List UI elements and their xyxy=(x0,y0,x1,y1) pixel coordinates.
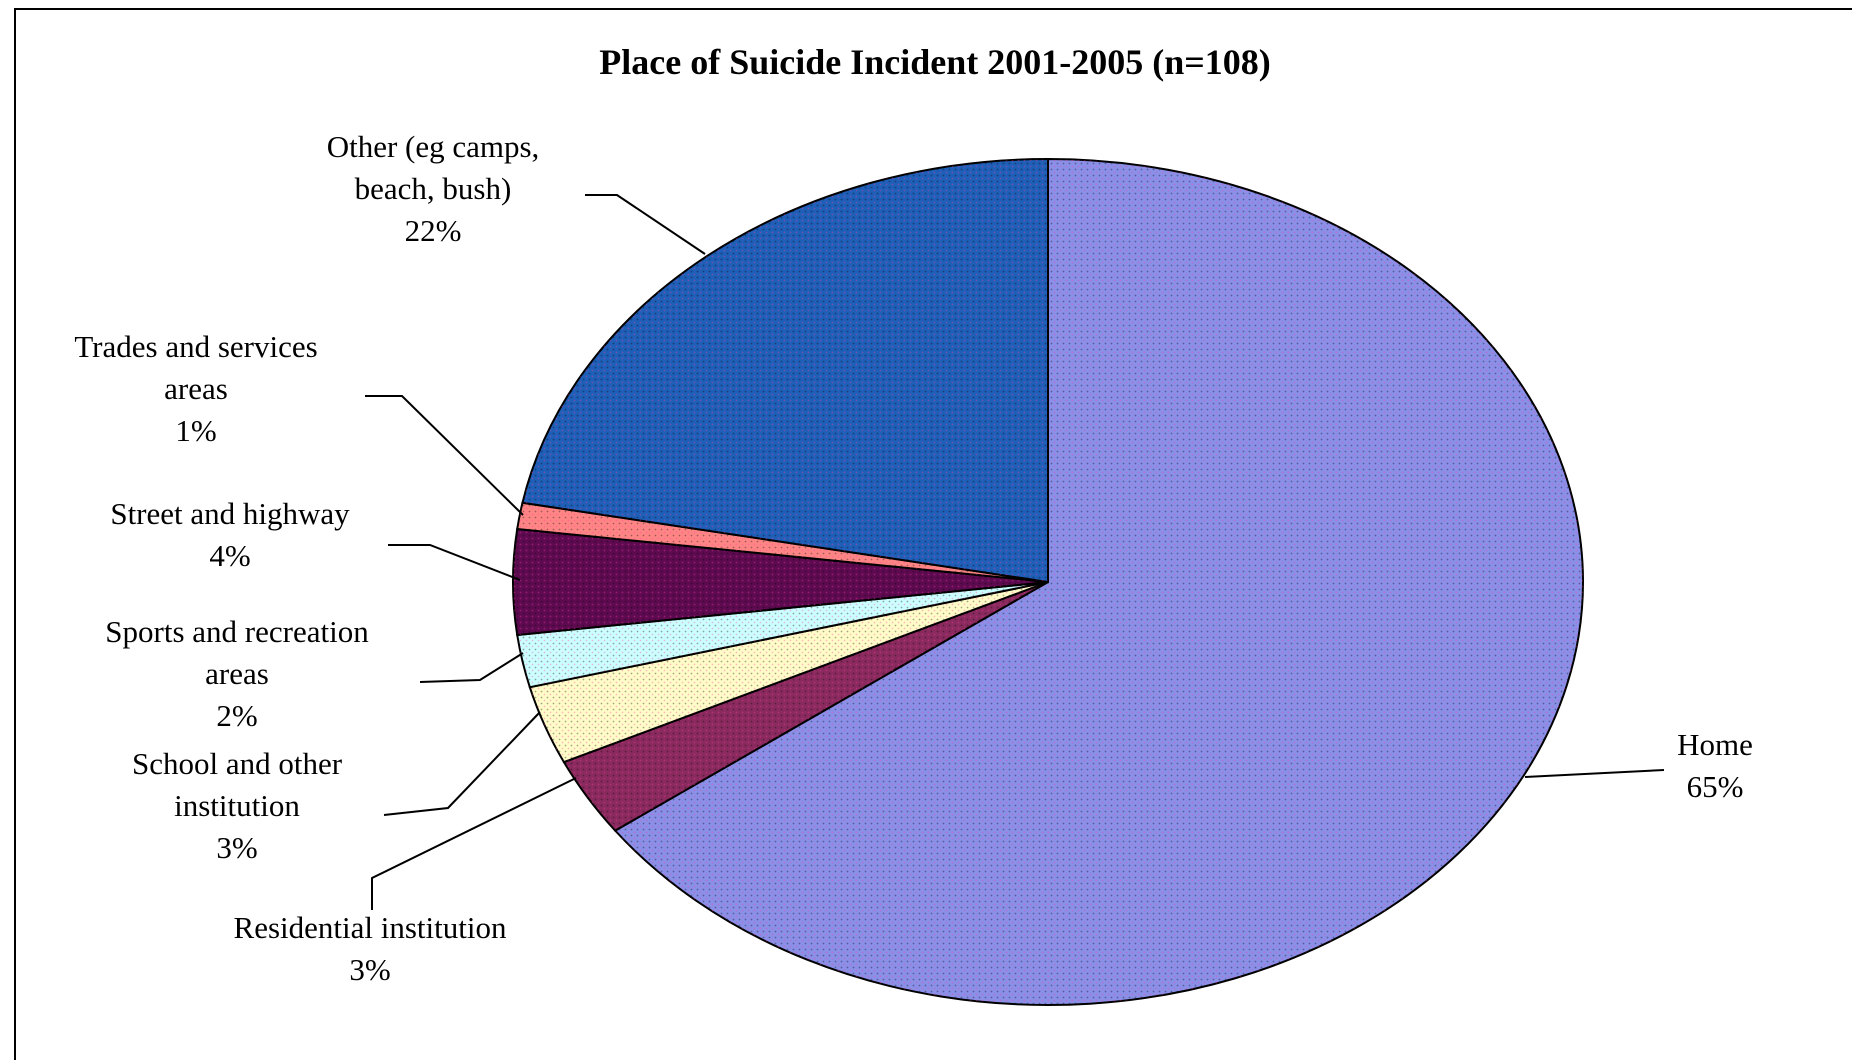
slice-labels: Home 65%Residential institution 3%School a… xyxy=(74,129,1753,987)
slice-label-street-and-highway: Street and highway 4% xyxy=(110,496,350,573)
slice-label-home: Home 65% xyxy=(1677,727,1753,804)
slice-label-trades-and-services-areas: Trades and services areas 1% xyxy=(74,329,317,448)
slice-label-line: Other (eg camps, xyxy=(327,129,540,164)
slice-label-line: 4% xyxy=(209,538,250,573)
leader-lines xyxy=(365,194,1665,910)
slice-label-line: Street and highway xyxy=(110,496,350,531)
leader-line-school-and-other-institution xyxy=(383,711,541,816)
slice-label-line: 3% xyxy=(349,952,390,987)
pie-slices xyxy=(512,157,1584,1006)
leader-line-other-eg-camps-beach-bush xyxy=(585,194,706,255)
slice-texture xyxy=(522,159,1048,582)
slice-label-line: Sports and recreation xyxy=(105,614,369,649)
slice-label-line: 3% xyxy=(216,830,257,865)
slice-label-line: Residential institution xyxy=(234,910,507,945)
slice-label-line: institution xyxy=(174,788,300,823)
slice-label-line: 1% xyxy=(175,413,216,448)
leader-line-trades-and-services-areas xyxy=(365,395,524,516)
slice-texture xyxy=(529,582,1048,763)
slice-texture xyxy=(513,528,1048,636)
slice-label-other-eg-camps-beach-bush: Other (eg camps, beach, bush) 22% xyxy=(327,129,540,248)
slice-label-line: Home xyxy=(1677,727,1753,762)
slice-label-line: beach, bush) xyxy=(355,171,512,206)
slice-texture xyxy=(615,159,1583,1006)
slice-texture xyxy=(517,582,1048,688)
slice-label-line: School and other xyxy=(132,746,343,781)
slice-label-sports-and-recreation-areas: Sports and recreation areas 2% xyxy=(105,614,369,733)
slice-label-line: 22% xyxy=(405,213,462,248)
slice-label-line: 65% xyxy=(1687,769,1744,804)
leader-line-residential-institution xyxy=(371,777,577,910)
slice-label-line: 2% xyxy=(216,698,257,733)
leader-line-home xyxy=(1524,769,1665,778)
leader-line-sports-and-recreation-areas xyxy=(419,652,524,683)
slice-label-school-and-other-institution: School and other institution 3% xyxy=(132,746,343,865)
slice-home xyxy=(613,157,1584,1006)
slice-texture xyxy=(563,582,1048,831)
leader-line-street-and-highway xyxy=(388,544,521,581)
slice-label-line: areas xyxy=(205,656,269,691)
slice-label-line: areas xyxy=(164,371,228,406)
chart-title: Place of Suicide Incident 2001-2005 (n=1… xyxy=(599,42,1270,82)
slice-other-eg-camps-beach-bush xyxy=(521,157,1049,584)
slice-label-residential-institution: Residential institution 3% xyxy=(234,910,507,987)
slice-label-line: Trades and services xyxy=(74,329,317,364)
